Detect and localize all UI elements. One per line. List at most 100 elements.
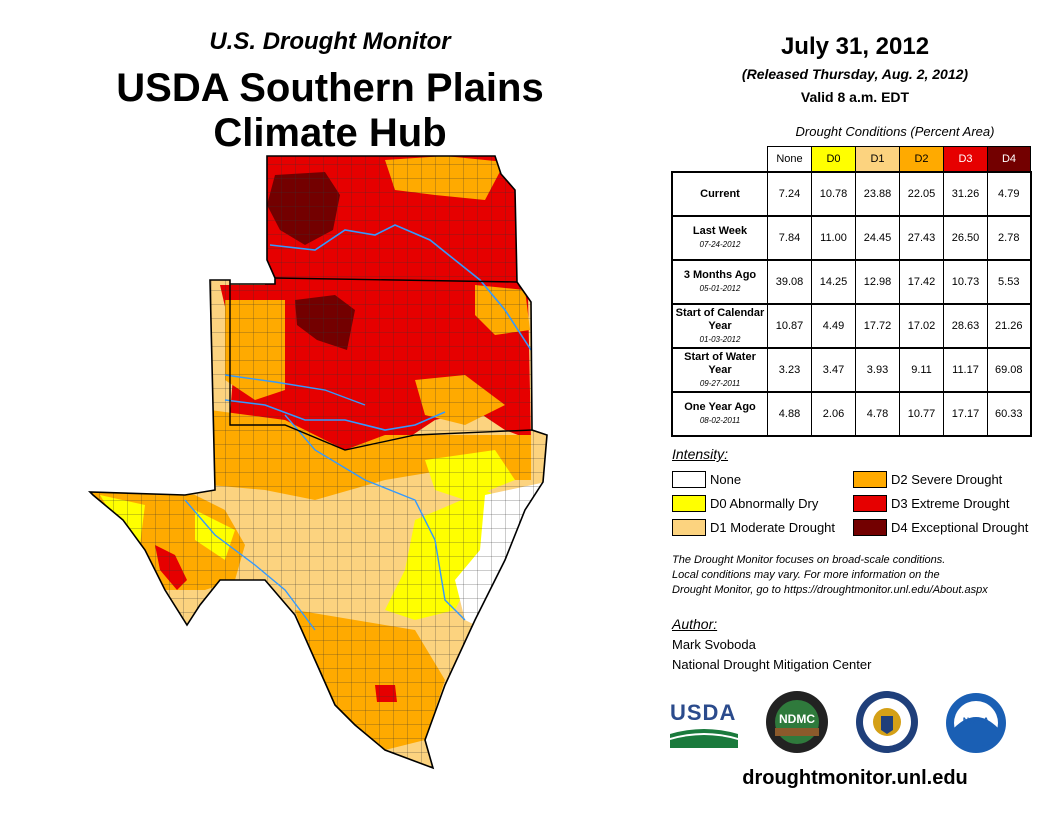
row-label: Current (671, 171, 768, 217)
river-brazos (284, 414, 466, 621)
row-label: 3 Months Ago 05-01-2012 (671, 259, 768, 305)
table-cell: 31.26 (943, 171, 988, 217)
map-title: USDA Southern Plains Climate Hub (60, 66, 600, 156)
county-grid (90, 156, 547, 768)
noaa-seal-icon (946, 693, 1006, 753)
commerce-seal-icon (856, 691, 918, 753)
disclaimer-note: The Drought Monitor focuses on broad-sca… (672, 553, 1042, 598)
note-line2: Local conditions may vary. For more info… (672, 569, 940, 581)
table-row-calendar-year: Start of Calendar Year 01-03-2012 10.87 4… (671, 303, 1032, 349)
table-cell: 17.72 (855, 303, 900, 349)
legend-title: Intensity: (672, 446, 729, 462)
row-label: Start of Water Year 09-27-2011 (671, 347, 768, 393)
col-header-d3: D3 (943, 146, 988, 173)
release-date: (Released Thursday, Aug. 2, 2012) (741, 66, 969, 82)
legend-swatch-d0 (672, 495, 706, 512)
ndmc-logo[interactable]: NDMC (765, 690, 829, 754)
table-cell: 69.08 (987, 347, 1032, 393)
table-cell: 3.23 (767, 347, 812, 393)
table-row-3-months: 3 Months Ago 05-01-2012 39.08 14.25 12.98… (671, 259, 1032, 305)
table-header-row: None D0 D1 D2 D3 D4 (672, 146, 1031, 173)
website-link[interactable]: droughtmonitor.unl.edu (742, 767, 968, 789)
commerce-seal-logo[interactable] (855, 690, 919, 754)
ok-tx-border (229, 284, 533, 451)
table-cell: 60.33 (987, 391, 1032, 437)
noaa-logo[interactable]: NOAA (945, 692, 1007, 754)
drought-map (88, 155, 548, 770)
table-cell: 11.00 (811, 215, 856, 261)
ndmc-seal-icon (766, 691, 828, 753)
legend-label-d3: D3 Extreme Drought (891, 496, 1010, 511)
table-cell: 17.17 (943, 391, 988, 437)
table-corner (672, 147, 768, 173)
table-cell: 39.08 (767, 259, 812, 305)
legend-label-d0: D0 Abnormally Dry (710, 496, 819, 511)
table-cell: 3.47 (811, 347, 856, 393)
table-cell: 9.11 (899, 347, 944, 393)
col-header-d2: D2 (899, 146, 944, 173)
legend-swatch-d1 (672, 519, 706, 536)
table-cell: 3.93 (855, 347, 900, 393)
table-cell: 2.06 (811, 391, 856, 437)
legend-swatch-d3 (853, 495, 887, 512)
ks-ok-border (274, 277, 518, 283)
legend-label-d1: D1 Moderate Drought (710, 520, 836, 535)
table-cell: 22.05 (899, 171, 944, 217)
table-row-last-week: Last Week 07-24-2012 7.84 11.00 24.45 27.… (671, 215, 1032, 261)
col-header-d1: D1 (855, 146, 900, 173)
table-cell: 4.88 (767, 391, 812, 437)
table-cell: 17.42 (899, 259, 944, 305)
col-header-d0: D0 (811, 146, 856, 173)
table-cell: 23.88 (855, 171, 900, 217)
drought-stats-table: None D0 D1 D2 D3 D4 Current 7.24 10.78 2… (671, 146, 1032, 437)
table-cell: 4.78 (855, 391, 900, 437)
legend-swatch-d2 (853, 471, 887, 488)
table-cell: 21.26 (987, 303, 1032, 349)
table-cell: 26.50 (943, 215, 988, 261)
usda-logo-hills-icon (670, 729, 738, 748)
row-label: Start of Calendar Year 01-03-2012 (671, 303, 768, 349)
author-name: Mark Svoboda (672, 637, 756, 652)
table-cell: 11.17 (943, 347, 988, 393)
table-row-water-year: Start of Water Year 09-27-2011 3.23 3.47 … (671, 347, 1032, 393)
table-cell: 14.25 (811, 259, 856, 305)
legend-swatch-d4 (853, 519, 887, 536)
table-cell: 4.79 (987, 171, 1032, 217)
table-cell: 7.84 (767, 215, 812, 261)
table-cell: 17.02 (899, 303, 944, 349)
valid-time: Valid 8 a.m. EDT (800, 89, 910, 105)
table-caption: Drought Conditions (Percent Area) (795, 124, 995, 139)
map-title-line2: Climate Hub (213, 111, 447, 155)
region-outline (88, 155, 548, 770)
table-cell: 12.98 (855, 259, 900, 305)
table-cell: 4.49 (811, 303, 856, 349)
author-org: National Drought Mitigation Center (672, 657, 872, 672)
usda-logo[interactable]: USDA (670, 700, 738, 748)
table-cell: 5.53 (987, 259, 1032, 305)
table-cell: 2.78 (987, 215, 1032, 261)
row-label: One Year Ago 08-02-2011 (671, 391, 768, 437)
author-heading: Author: (672, 616, 718, 632)
row-label: Last Week 07-24-2012 (671, 215, 768, 261)
legend-label-d2: D2 Severe Drought (891, 472, 1003, 487)
table-cell: 27.43 (899, 215, 944, 261)
table-cell: 10.78 (811, 171, 856, 217)
table-cell: 10.87 (767, 303, 812, 349)
note-line1: The Drought Monitor focuses on broad-sca… (672, 554, 946, 566)
table-cell: 28.63 (943, 303, 988, 349)
river-pecos (184, 499, 316, 631)
river-canadian (224, 374, 366, 406)
map-series-title: U.S. Drought Monitor (209, 28, 451, 55)
col-header-d4: D4 (987, 146, 1031, 173)
note-line3: Drought Monitor, go to https://droughtmo… (672, 584, 988, 596)
map-date: July 31, 2012 (780, 33, 930, 60)
table-cell: 10.77 (899, 391, 944, 437)
table-row-current: Current 7.24 10.78 23.88 22.05 31.26 4.7… (671, 171, 1032, 217)
map-title-line1: USDA Southern Plains (116, 66, 544, 110)
legend-label-none: None (710, 472, 742, 487)
legend-swatch-none (672, 471, 706, 488)
table-row-one-year-ago: One Year Ago 08-02-2011 4.88 2.06 4.78 10… (671, 391, 1032, 437)
col-header-none: None (767, 146, 812, 173)
river-red (224, 399, 446, 431)
legend-label-d4: D4 Exceptional Drought (891, 520, 1029, 535)
